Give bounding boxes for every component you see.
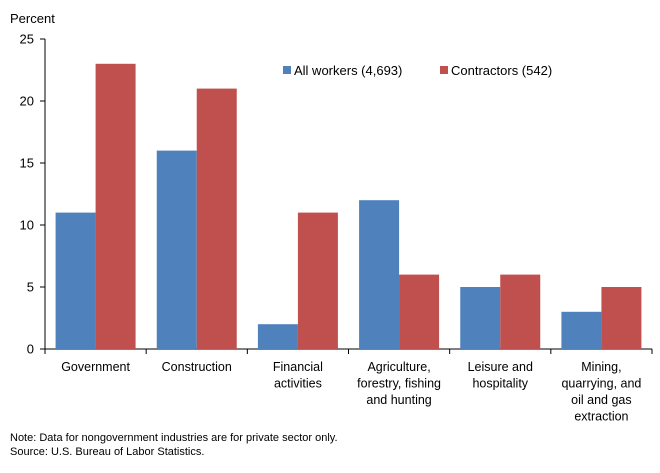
y-tick-label: 0 <box>27 342 34 357</box>
bars <box>55 63 642 350</box>
chart-source: Source: U.S. Bureau of Labor Statistics. <box>10 446 205 458</box>
x-tick-label: Government <box>61 360 130 374</box>
y-tick-label: 5 <box>27 280 34 295</box>
bar-all-workers <box>156 150 197 349</box>
y-axis-label: Percent <box>10 11 55 26</box>
legend-label: Contractors (542) <box>451 63 552 78</box>
y-tick-label: 15 <box>20 156 34 171</box>
legend-label: All workers (4,693) <box>294 63 402 78</box>
legend-swatch <box>283 66 291 74</box>
bar-all-workers <box>359 200 400 349</box>
x-tick-label: Financial activities <box>273 360 323 391</box>
y-axis: 0 5 10 15 20 25 <box>20 32 653 357</box>
bar-all-workers <box>561 311 602 349</box>
y-tick-label: 20 <box>20 94 34 109</box>
bar-contractors <box>500 274 541 349</box>
x-tick-label: Leisure and hospitality <box>468 360 533 391</box>
legend-swatch <box>440 66 448 74</box>
bar-all-workers <box>55 212 96 349</box>
chart-note: Note: Data for nongovernment industries … <box>10 432 338 444</box>
x-tick-label: Mining, quarrying, and oil and gas extracti… <box>561 360 641 424</box>
x-tick-label: Construction <box>162 360 232 374</box>
bar-contractors <box>196 88 237 349</box>
y-tick-label: 25 <box>20 32 34 47</box>
legend: All workers (4,693) Contractors (542) <box>283 63 552 78</box>
bar-contractors <box>601 287 642 349</box>
x-axis-labels: Government Construction Financial activitie… <box>61 360 641 424</box>
bar-contractors <box>95 63 136 350</box>
bar-contractors <box>297 212 338 349</box>
bar-contractors <box>399 274 440 349</box>
bar-all-workers <box>460 287 501 349</box>
y-tick-label: 10 <box>20 218 34 233</box>
x-tick-label: Agriculture, forestry, fishing and hunting <box>357 360 441 407</box>
bar-all-workers <box>257 324 298 349</box>
